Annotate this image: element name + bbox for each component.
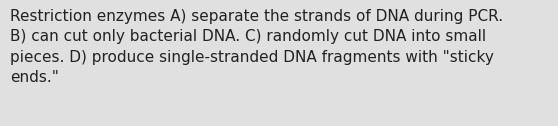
- Text: Restriction enzymes A) separate the strands of DNA during PCR.
B) can cut only b: Restriction enzymes A) separate the stra…: [10, 9, 503, 85]
